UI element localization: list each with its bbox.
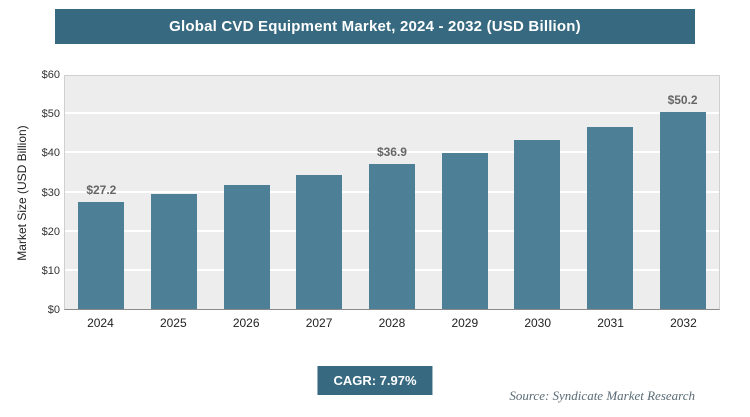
bar-2032 <box>659 112 706 309</box>
bar-slot: $36.9 <box>356 76 428 309</box>
bar-data-label: $27.2 <box>86 183 117 197</box>
bar-data-label: $36.9 <box>376 145 407 159</box>
x-axis-tick-labels: 2024 2025 2026 2027 2028 2029 2030 2031 2032 <box>64 316 720 330</box>
gridline <box>65 73 719 75</box>
x-tick-label: 2031 <box>597 316 624 330</box>
y-tick-label: $20 <box>41 225 60 238</box>
bar-data-label: $50.2 <box>667 93 698 107</box>
y-axis-tick-labels: $0 $10 $20 $30 $40 $50 $60 <box>0 0 60 417</box>
x-tick-label: 2029 <box>451 316 479 330</box>
bar-2024 <box>78 202 125 309</box>
chart-title: Global CVD Equipment Market, 2024 - 2032… <box>169 18 581 35</box>
bar-slot <box>283 76 355 309</box>
bar-2029 <box>441 153 488 309</box>
x-tick-label: 2030 <box>524 316 552 330</box>
bar-slot <box>574 76 646 309</box>
plot-area: $27.2 $36.9 $50.2 <box>64 73 720 310</box>
bars-row: $27.2 $36.9 $50.2 <box>65 76 719 309</box>
bar-slot <box>138 76 210 309</box>
gridline <box>65 151 719 154</box>
bar-slot: $27.2 <box>65 76 137 309</box>
cagr-badge: CAGR: 7.97% <box>317 366 433 395</box>
x-tick-label: 2028 <box>378 316 406 330</box>
y-tick-label: $0 <box>47 304 60 316</box>
bar-2028 <box>368 164 415 309</box>
chart-title-banner: Global CVD Equipment Market, 2024 - 2032… <box>55 9 695 44</box>
x-tick-label: 2025 <box>159 316 187 330</box>
y-tick-label: $40 <box>41 147 60 160</box>
bar-slot <box>429 76 501 309</box>
bar-2025 <box>150 194 197 309</box>
bar-2031 <box>586 127 633 309</box>
y-tick-label: $10 <box>41 264 60 277</box>
bar-2027 <box>296 175 343 309</box>
bar-2026 <box>223 185 270 309</box>
source-attribution: Source: Syndicate Market Research <box>509 388 695 403</box>
y-tick-label: $60 <box>41 69 60 81</box>
gridline <box>65 112 719 115</box>
x-tick-label: 2026 <box>232 316 260 330</box>
x-tick-label: 2024 <box>87 316 114 330</box>
bar-2030 <box>514 140 561 309</box>
bar-slot <box>211 76 283 309</box>
x-tick-label: 2027 <box>305 316 333 330</box>
bar-slot: $50.2 <box>647 76 719 309</box>
y-tick-label: $30 <box>41 186 60 199</box>
y-tick-label: $50 <box>41 108 60 121</box>
bar-slot <box>501 76 573 309</box>
x-tick-label: 2032 <box>670 316 697 330</box>
